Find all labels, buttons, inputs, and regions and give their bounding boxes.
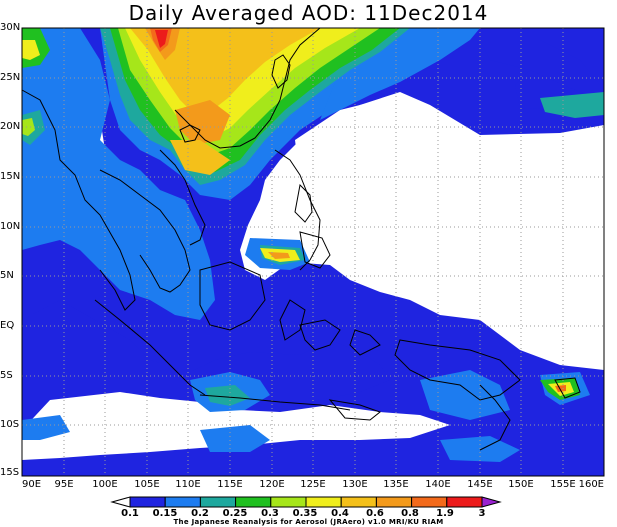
data-source-footer: The Japanese Reanalysis for Aerosol (JRA… xyxy=(173,518,444,526)
colorbar-swatch xyxy=(481,496,502,508)
lon-label: 105E xyxy=(134,479,160,490)
colorbar-swatch xyxy=(164,496,201,508)
lat-label: 15S xyxy=(0,467,20,478)
lon-label: 95E xyxy=(54,479,74,490)
colorbar-label: 0.6 xyxy=(366,508,384,519)
lat-label: 15N xyxy=(0,171,21,182)
colorbar-label: 3 xyxy=(478,508,486,519)
lon-label: 145E xyxy=(467,479,493,490)
colorbar-label: 0.4 xyxy=(331,508,349,519)
colorbar-label: 0.1 xyxy=(121,508,139,519)
lon-label: 90E xyxy=(22,479,42,490)
lat-label: 20N xyxy=(0,121,21,132)
coastlines xyxy=(21,27,581,451)
colorbar-label: 0.25 xyxy=(222,508,248,519)
colorbar-swatch xyxy=(340,496,377,508)
lat-label: 25N xyxy=(0,72,21,83)
map-title: Daily Averaged AOD: 11Dec2014 xyxy=(128,1,489,25)
lat-label: 30N xyxy=(0,22,21,33)
lat-label: 10S xyxy=(0,419,20,430)
lon-label: 150E xyxy=(508,479,534,490)
lat-label: EQ xyxy=(0,320,15,331)
lat-label: 5S xyxy=(0,370,13,381)
lon-label: 125E xyxy=(300,479,326,490)
lat-label: 5N xyxy=(0,270,14,281)
colorbar-label: 0.2 xyxy=(191,508,209,519)
colorbar-swatch xyxy=(446,496,483,508)
colorbar-swatch xyxy=(129,496,166,508)
lon-label: 100E xyxy=(92,479,118,490)
colorbar-label: 0.8 xyxy=(401,508,419,519)
colorbar-swatch xyxy=(411,496,448,508)
lon-label: 110E xyxy=(175,479,201,490)
colorbar xyxy=(110,496,502,508)
map-frame xyxy=(21,27,605,477)
colorbar-swatch xyxy=(110,496,131,508)
lon-label: 130E xyxy=(342,479,368,490)
lon-label: 155E xyxy=(550,479,576,490)
lon-label: 160E xyxy=(578,479,604,490)
lat-label: 10N xyxy=(0,221,21,232)
colorbar-swatch xyxy=(199,496,237,508)
lon-label: 115E xyxy=(217,479,243,490)
colorbar-label: 0.3 xyxy=(261,508,279,519)
colorbar-swatch xyxy=(235,496,272,508)
colorbar-swatch xyxy=(375,496,413,508)
colorbar-swatch xyxy=(305,496,342,508)
colorbar-swatch xyxy=(270,496,307,508)
colorbar-label: 0.35 xyxy=(292,508,318,519)
lon-label: 140E xyxy=(425,479,451,490)
colorbar-label: 0.15 xyxy=(152,508,178,519)
colorbar-label: 1.9 xyxy=(436,508,454,519)
lon-label: 120E xyxy=(259,479,285,490)
lon-label: 135E xyxy=(383,479,409,490)
